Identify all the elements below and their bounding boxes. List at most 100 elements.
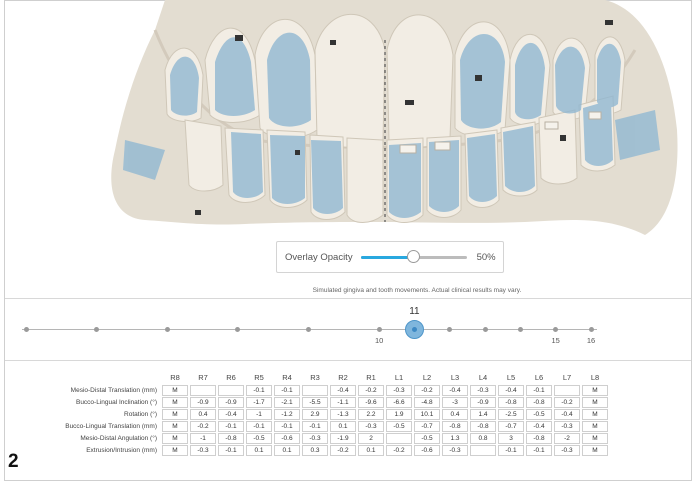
table-cell: -0.5 — [414, 433, 440, 444]
table-cell: -0.2 — [554, 397, 580, 408]
stage-dot[interactable] — [517, 327, 523, 332]
table-cell — [302, 385, 328, 396]
table-cell — [190, 385, 216, 396]
table-cell: M — [162, 433, 188, 444]
overlay-opacity-fill — [360, 255, 414, 259]
stage-label: 15 — [551, 336, 560, 345]
current-stage-marker[interactable] — [404, 320, 424, 339]
stage-label: 10 — [374, 336, 384, 345]
stage-dot[interactable] — [164, 327, 170, 332]
dental-arch-render — [111, 0, 678, 235]
table-cell: -5.5 — [302, 397, 328, 408]
table-row: Bucco-Lingual Inclination (°) M -0.9 -0.9 -1… — [8, 397, 608, 408]
table-cell: -1 — [246, 409, 272, 420]
overlay-opacity-control: Overlay Opacity 50% — [276, 241, 504, 273]
overlay-opacity-label: Overlay Opacity — [285, 251, 353, 263]
table-cell: -0.8 — [470, 421, 496, 432]
table-cell: -4.8 — [414, 397, 440, 408]
tooth-column-header: R4 — [282, 373, 292, 382]
table-row: Mesio-Distal Angulation (°) M -1 -0.8 -0.5 -0… — [8, 433, 608, 444]
table-cell: -0.2 — [358, 385, 384, 396]
stage-dot[interactable] — [235, 327, 241, 332]
tooth-column-header: R8 — [170, 373, 180, 382]
overlay-opacity-slider[interactable] — [360, 249, 467, 263]
stage-dot[interactable] — [447, 327, 453, 332]
table-cell: -1 — [190, 433, 216, 444]
table-cell: -1.2 — [274, 409, 300, 420]
table-cell: 0.4 — [442, 409, 468, 420]
table-cell: -0.3 — [190, 445, 216, 456]
table-cell: -0.1 — [302, 421, 328, 432]
table-cell: 0.1 — [358, 445, 384, 456]
table-cell: -2 — [554, 433, 580, 444]
table-cell: 0.1 — [246, 445, 272, 456]
table-cell: -0.4 — [554, 409, 580, 420]
table-cell: -0.5 — [246, 433, 272, 444]
table-cell: M — [582, 445, 608, 456]
stage-timeline[interactable]: 11 10 15 16 — [0, 298, 694, 360]
timeline-divider-bottom — [5, 360, 691, 361]
tooth-movement-table: R8 R7 R6 R5 R4 R3 R2 R1 L1 L2 L3 L4 L5 L6 L7 L8 Mesio-D… — [6, 370, 610, 457]
stage-dot[interactable] — [306, 327, 311, 332]
table-cell: 1.9 — [386, 409, 412, 420]
stage-label: 16 — [586, 336, 596, 345]
tooth-column-header: L7 — [562, 373, 572, 382]
stage-dot[interactable] — [94, 327, 100, 332]
table-cell: -0.5 — [386, 421, 412, 432]
table-cell: M — [582, 385, 608, 396]
tooth-column-header: L4 — [478, 373, 488, 382]
stage-dot[interactable] — [376, 327, 382, 332]
tooth-column-header: L1 — [394, 373, 404, 382]
table-cell — [218, 385, 244, 396]
table-cell — [470, 445, 496, 456]
stage-dot[interactable] — [482, 327, 488, 332]
table-cell: -0.1 — [274, 385, 300, 396]
tooth-column-header: R6 — [226, 373, 236, 382]
table-cell: -1.7 — [246, 397, 272, 408]
tooth-column-header: R3 — [310, 373, 320, 382]
table-cell: M — [162, 421, 188, 432]
table-cell: 10.1 — [414, 409, 440, 420]
table-cell: -0.1 — [526, 445, 552, 456]
table-cell: 0.8 — [470, 433, 496, 444]
table-cell: 2 — [358, 433, 384, 444]
table-cell: 1.4 — [470, 409, 496, 420]
stage-dot[interactable] — [553, 327, 559, 332]
tooth-column-header: R5 — [254, 373, 264, 382]
table-cell: -0.1 — [218, 421, 244, 432]
table-cell: -3 — [442, 397, 468, 408]
table-cell: -0.8 — [526, 433, 552, 444]
table-cell: 0.4 — [190, 409, 216, 420]
table-cell: -0.6 — [414, 445, 440, 456]
table-cell: -0.1 — [246, 385, 272, 396]
current-stage-label: 11 — [409, 306, 420, 317]
table-row: Extrusion/Intrusion (mm) M -0.3 -0.1 0.1 0.1 0… — [8, 445, 608, 456]
table-cell — [386, 433, 412, 444]
tooth-column-header: L5 — [506, 373, 516, 382]
timeline-divider-top — [5, 298, 691, 299]
table-cell: -0.3 — [442, 445, 468, 456]
tooth-column-header: L8 — [590, 373, 600, 382]
tooth-column-header: R7 — [198, 373, 208, 382]
table-cell: -0.2 — [386, 445, 412, 456]
current-stage-marker-dot — [411, 327, 417, 332]
tooth-column-header: R2 — [338, 373, 348, 382]
overlay-opacity-thumb[interactable] — [406, 249, 420, 263]
table-cell: -0.8 — [218, 433, 244, 444]
table-cell: -0.1 — [246, 421, 272, 432]
stage-dot[interactable] — [588, 327, 594, 332]
table-cell: 3 — [498, 433, 524, 444]
table-cell: M — [162, 397, 188, 408]
3d-dental-model-viewport[interactable] — [5, 0, 691, 300]
table-cell: M — [162, 445, 188, 456]
table-cell: -0.1 — [218, 445, 244, 456]
stage-dot[interactable] — [23, 327, 29, 332]
simulation-disclaimer: Simulated gingiva and tooth movements. A… — [312, 287, 522, 294]
table-cell: -0.1 — [498, 445, 524, 456]
table-cell: -2.1 — [274, 397, 300, 408]
table-cell: -0.8 — [442, 421, 468, 432]
table-cell: -1.3 — [330, 409, 356, 420]
row-label: Bucco-Lingual Inclination (°) — [75, 399, 157, 406]
table-cell: -0.3 — [470, 385, 496, 396]
table-row: Rotation (°) M 0.4 -0.4 -1 -1.2 2.9 -1.3 2.2 1.9 1… — [8, 409, 608, 420]
